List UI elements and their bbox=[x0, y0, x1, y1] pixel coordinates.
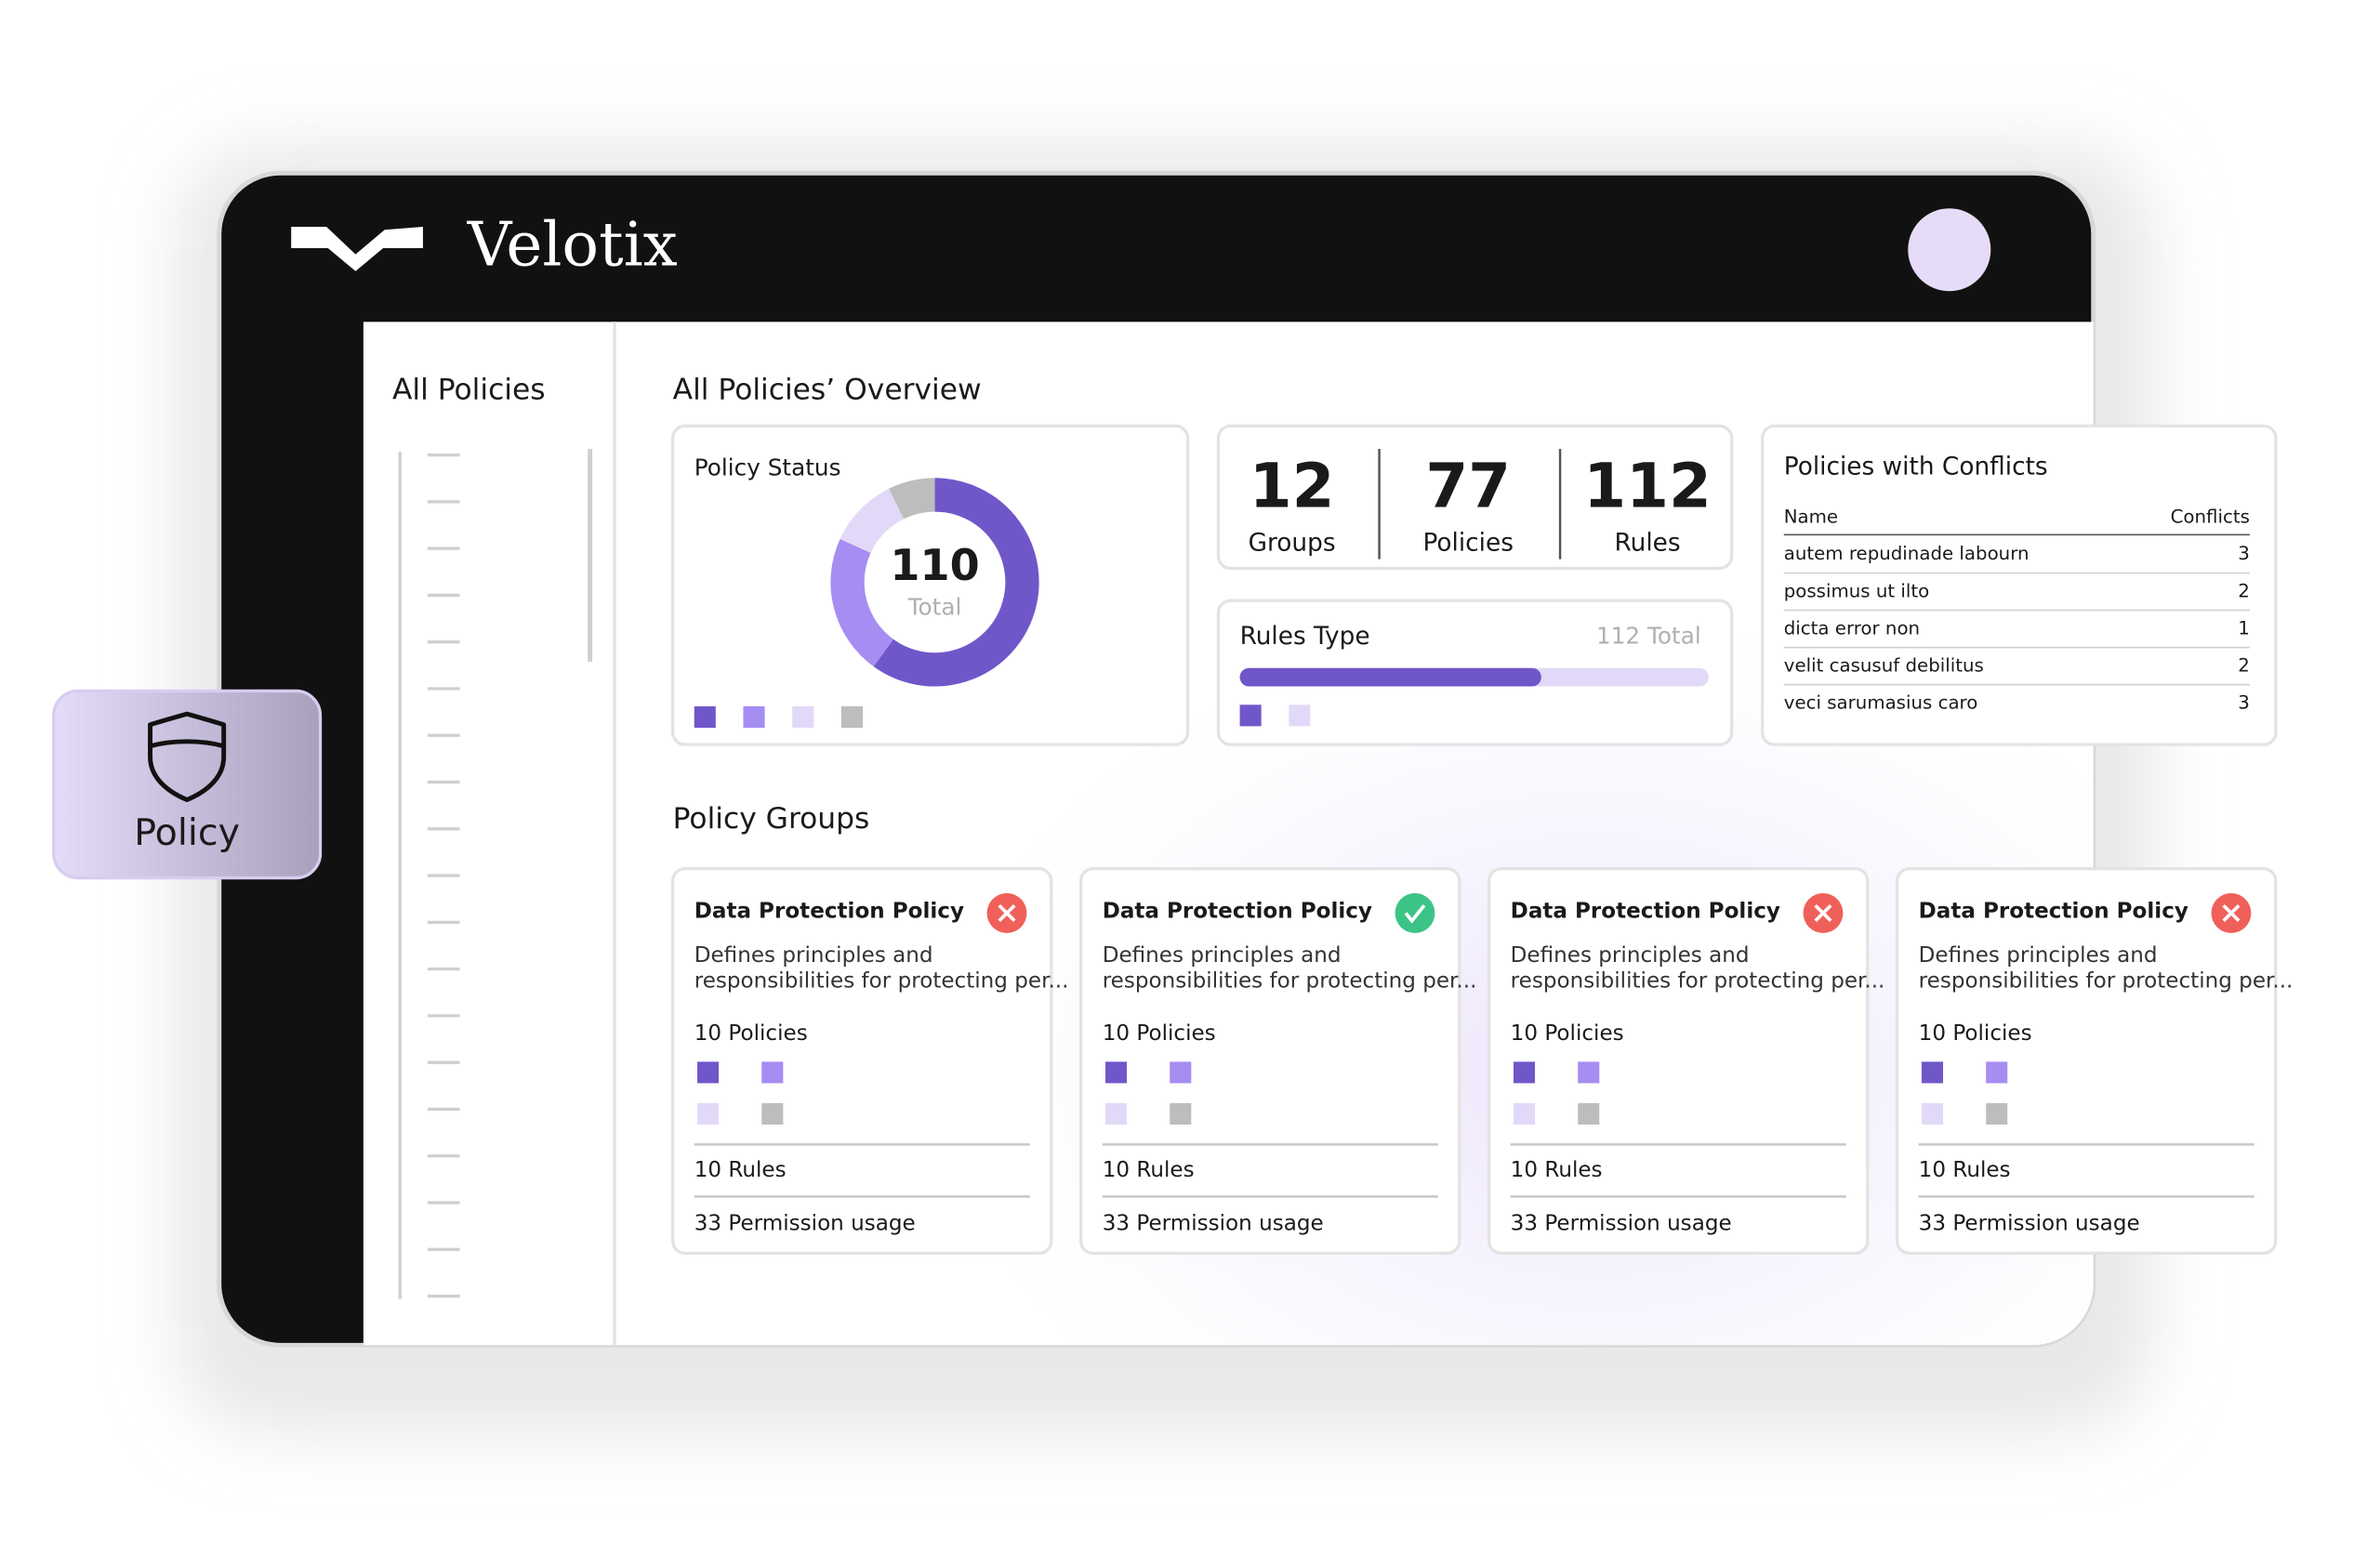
row-count: 2 bbox=[2238, 654, 2250, 676]
group-swatch bbox=[1170, 1102, 1192, 1125]
card-title: Data Protection Policy bbox=[1511, 899, 1780, 923]
section-title: All Policies’ Overview bbox=[673, 373, 982, 406]
row-name: veci sarumasius caro bbox=[1784, 691, 1978, 713]
group-swatch bbox=[1513, 1061, 1536, 1084]
section-title: Policy Groups bbox=[673, 802, 870, 836]
policy-badge[interactable] bbox=[52, 689, 323, 880]
group-swatch bbox=[1921, 1061, 1944, 1084]
status-ok-check bbox=[1404, 904, 1426, 924]
card-rules: 10 Rules bbox=[694, 1158, 787, 1182]
card-policies: 10 Policies bbox=[1103, 1021, 1216, 1046]
legend-swatch bbox=[1289, 705, 1311, 727]
group-swatch bbox=[761, 1102, 784, 1125]
rules-total: 112 Total bbox=[1596, 623, 1701, 650]
stats-card bbox=[1216, 424, 1734, 571]
card-permissions: 33 Permission usage bbox=[1511, 1212, 1732, 1236]
card-title: Policy Status bbox=[694, 454, 841, 481]
policy-card[interactable] bbox=[1895, 867, 2278, 1256]
legend-swatch bbox=[792, 705, 814, 729]
donut-total: 110 bbox=[890, 540, 979, 590]
card-description: responsibilities for protecting per... bbox=[1919, 968, 2294, 993]
row-name: autem repudinade labourn bbox=[1784, 543, 2030, 564]
card-description: Defines principles and bbox=[694, 943, 933, 968]
card-description: Defines principles and bbox=[1919, 943, 2158, 968]
row-count: 2 bbox=[2238, 580, 2250, 601]
shield-icon bbox=[148, 711, 227, 802]
stat-label: Policies bbox=[1422, 530, 1514, 558]
row-name: dicta error non bbox=[1784, 617, 1920, 639]
legend-swatch bbox=[694, 705, 716, 729]
card-policies: 10 Policies bbox=[1919, 1021, 2032, 1046]
stat-value: 112 bbox=[1583, 451, 1712, 522]
card-policies: 10 Policies bbox=[1511, 1021, 1624, 1046]
group-swatch bbox=[1578, 1061, 1600, 1084]
card-title: Policies with Conflicts bbox=[1784, 453, 2048, 481]
policy-card[interactable] bbox=[1487, 867, 1870, 1256]
group-swatch bbox=[1986, 1102, 2008, 1125]
card-description: responsibilities for protecting per... bbox=[694, 968, 1069, 993]
card-description: responsibilities for protecting per... bbox=[1103, 968, 1477, 993]
group-swatch bbox=[1513, 1102, 1536, 1125]
status-card bbox=[671, 424, 1190, 746]
status-ok-icon bbox=[1395, 893, 1435, 933]
sidebar-title: All Policies bbox=[392, 373, 546, 406]
donut-segment bbox=[889, 478, 936, 520]
card-description: responsibilities for protecting per... bbox=[1511, 968, 1885, 993]
card-title: Data Protection Policy bbox=[1103, 899, 1372, 923]
tree-items bbox=[427, 453, 460, 1298]
group-swatch bbox=[1170, 1061, 1192, 1084]
card-permissions: 33 Permission usage bbox=[1919, 1212, 2140, 1236]
legend-swatch bbox=[743, 705, 765, 729]
row-count: 3 bbox=[2238, 543, 2250, 564]
group-swatch bbox=[1921, 1102, 1944, 1125]
row-count: 1 bbox=[2238, 617, 2250, 639]
group-swatch bbox=[1986, 1061, 2008, 1084]
card-description: Defines principles and bbox=[1103, 943, 1342, 968]
card-title: Rules Type bbox=[1240, 623, 1370, 651]
group-swatch bbox=[697, 1061, 720, 1084]
card-title: Data Protection Policy bbox=[694, 899, 964, 923]
row-count: 3 bbox=[2238, 691, 2250, 713]
card-rules: 10 Rules bbox=[1511, 1158, 1603, 1182]
row-name: velit casusuf debilitus bbox=[1784, 654, 1984, 676]
stat-label: Rules bbox=[1614, 530, 1680, 558]
policy-card[interactable] bbox=[671, 867, 1053, 1256]
column-header: Conflicts bbox=[2171, 507, 2250, 528]
card-rules: 10 Rules bbox=[1919, 1158, 2011, 1182]
conflicts-card bbox=[1761, 424, 2278, 746]
donut-segment bbox=[830, 538, 894, 667]
logo-mark bbox=[291, 226, 423, 271]
card-title: Data Protection Policy bbox=[1919, 899, 2188, 923]
status-conflict-x bbox=[1814, 903, 1832, 922]
card-policies: 10 Policies bbox=[694, 1021, 808, 1046]
policy-card[interactable] bbox=[1078, 867, 1461, 1256]
card-permissions: 33 Permission usage bbox=[694, 1212, 916, 1236]
card-rules: 10 Rules bbox=[1103, 1158, 1195, 1182]
donut-segment bbox=[873, 478, 1039, 687]
group-swatch bbox=[761, 1061, 784, 1084]
legend-swatch bbox=[840, 705, 864, 729]
group-swatch bbox=[1105, 1061, 1128, 1084]
status-conflict-x bbox=[2222, 903, 2241, 922]
row-name: possimus ut ilto bbox=[1784, 580, 1929, 601]
avatar[interactable] bbox=[1908, 208, 1991, 292]
brand: Velotix bbox=[467, 209, 678, 281]
stat-label: Groups bbox=[1249, 530, 1336, 558]
card-permissions: 33 Permission usage bbox=[1103, 1212, 1324, 1236]
group-swatch bbox=[1105, 1102, 1128, 1125]
rules-bar-segment bbox=[1239, 667, 1541, 687]
card-description: Defines principles and bbox=[1511, 943, 1750, 968]
donut-total-label: Total bbox=[907, 593, 962, 620]
legend-swatch bbox=[1239, 705, 1262, 727]
stat-value: 12 bbox=[1250, 451, 1335, 522]
column-header: Name bbox=[1784, 507, 1838, 528]
status-conflict-x bbox=[998, 903, 1016, 922]
group-swatch bbox=[1578, 1102, 1600, 1125]
donut-segment bbox=[840, 488, 905, 554]
group-swatch bbox=[697, 1102, 720, 1125]
badge-label: Policy bbox=[134, 811, 240, 854]
stat-value: 77 bbox=[1425, 451, 1511, 522]
